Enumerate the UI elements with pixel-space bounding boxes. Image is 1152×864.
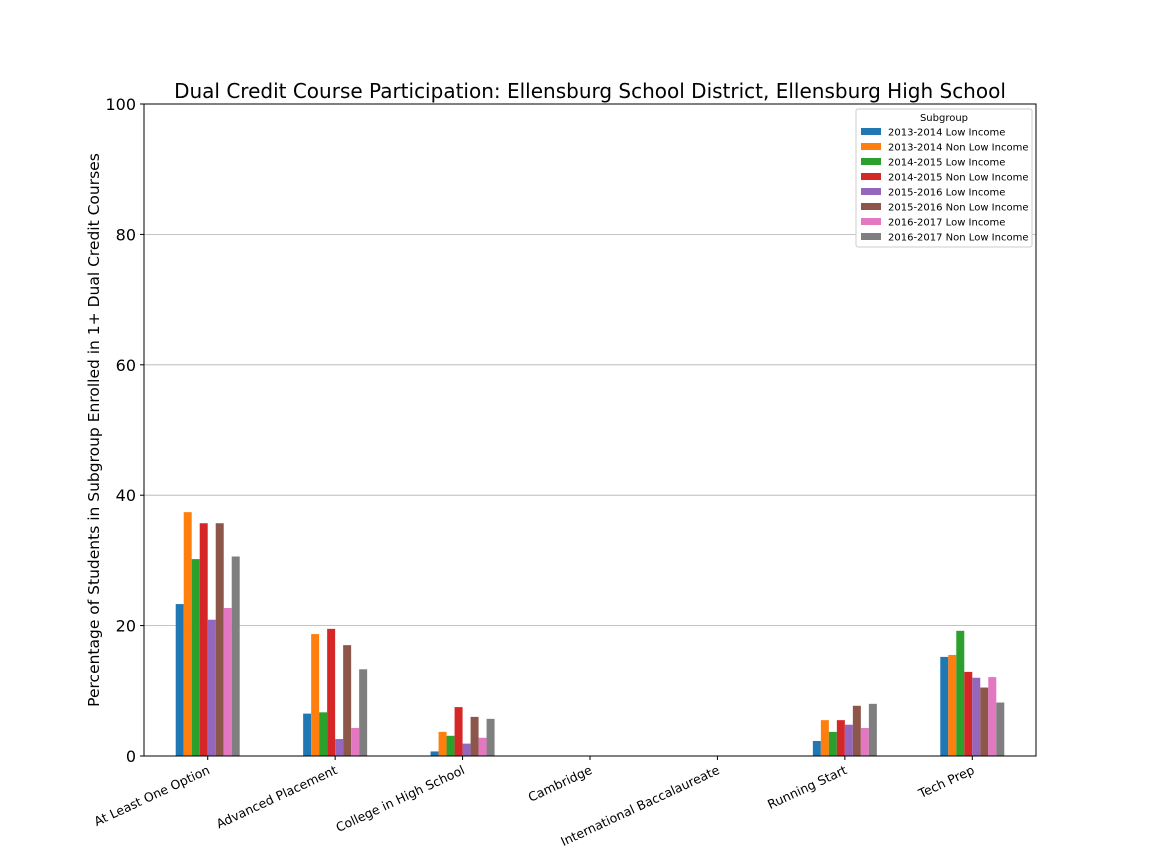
y-tick-label: 0 [126,747,136,766]
bar [446,735,455,756]
legend-label: 2015-2016 Low Income [888,188,1005,199]
bar [199,523,208,756]
bar [844,724,853,756]
bar [231,556,240,756]
bar [836,720,845,756]
x-tick-label: Cambridge [526,762,595,805]
bar [980,687,989,756]
bar [343,645,352,756]
y-axis: 0 20 40 60 80 100 [105,95,144,766]
bar [868,703,877,756]
bar [215,523,224,756]
x-axis: At Least One Option Advanced PlacementCol… [92,756,977,849]
x-tick-label: Tech Prep [915,762,976,801]
bar [812,741,821,756]
bar [303,713,312,756]
bars [175,512,1005,756]
legend-box [855,108,1033,248]
bar [940,656,949,756]
legend-title: Subgroup [920,113,968,124]
bar [478,737,487,756]
bar [454,707,463,756]
legend-swatch [861,143,881,150]
bar [359,669,368,756]
bar [956,630,965,756]
legend: Subgroup 2013-2014 Low Income 2013-2014 N… [855,108,1033,248]
y-tick-label: 20 [116,617,136,636]
bar [335,739,344,756]
bar [175,604,184,756]
bar [828,731,837,756]
y-tick-label: 100 [105,95,136,114]
bar [311,634,320,756]
bar [972,677,981,756]
bar [438,731,447,756]
y-axis-label: Percentage of Students in Subgroup Enrol… [85,153,103,707]
legend-swatch [861,128,881,135]
bar [462,743,471,756]
legend-swatch [861,218,881,225]
bar [223,607,232,756]
legend-label: 2016-2017 Low Income [888,218,1005,229]
x-tick-label: Running Start [765,762,849,812]
x-tick-label: College in High School [333,762,466,835]
legend-swatch [861,203,881,210]
chart-title: Dual Credit Course Participation: Ellens… [174,79,1006,103]
bar [191,559,200,756]
bar [988,677,997,756]
legend-label: 2014-2015 Low Income [888,158,1005,169]
bar [319,712,328,756]
bar [351,727,360,756]
bar [470,716,479,756]
legend-label: 2013-2014 Non Low Income [888,143,1028,154]
bar [430,751,439,756]
bar [996,702,1005,756]
bar [820,720,829,756]
legend-label: 2014-2015 Non Low Income [888,173,1028,184]
legend-swatch [861,233,881,240]
legend-swatch [861,158,881,165]
bar [486,718,495,756]
legend-label: 2013-2014 Low Income [888,128,1005,139]
y-tick-label: 80 [116,225,136,244]
bar [327,628,336,756]
bar [183,512,192,756]
bar [207,619,216,756]
y-tick-label: 60 [116,356,136,375]
x-tick-label: At Least One Option [92,762,212,829]
y-tick-label: 40 [116,486,136,505]
bar [948,654,957,756]
bar [964,671,973,756]
legend-swatch [861,188,881,195]
bar [852,705,861,756]
bar [860,727,869,756]
legend-label: 2015-2016 Non Low Income [888,203,1028,214]
x-tick-label: Advanced Placement [214,762,340,831]
legend-label: 2016-2017 Non Low Income [888,233,1028,244]
legend-swatch [861,173,881,180]
legend-items: 2013-2014 Low Income 2013-2014 Non Low In… [861,128,1028,244]
